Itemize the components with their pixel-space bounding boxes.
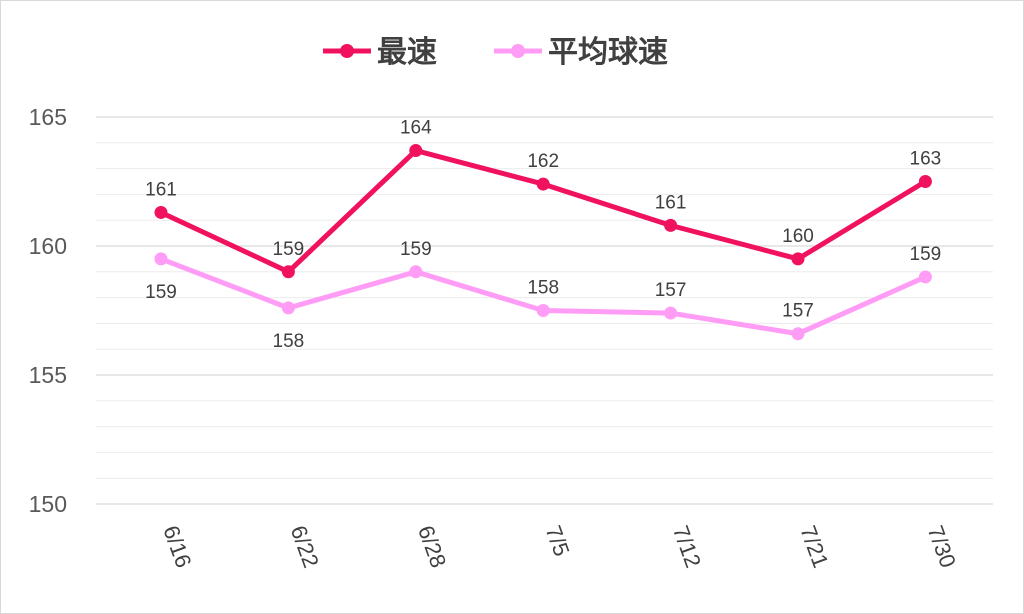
series-1-data-label: 157 [782,301,814,322]
series-0-point [536,177,550,191]
legend-marker-0 [340,44,354,58]
series-0-data-label: 161 [145,179,177,200]
x-tick-label: 6/16 [158,522,196,571]
legend-label-1: 平均球速 [548,35,668,70]
series-1-point [281,301,295,315]
series-1-data-label: 158 [527,278,559,299]
series-0-point [281,265,295,279]
y-axis: 150 155 160 165 [29,104,67,517]
data-labels: 159 158 159 158 157 157 159 161 159 164 162 161 160 1… [145,118,941,352]
series-1-point [664,306,678,320]
series-1-point [154,252,168,266]
series-0-data-label: 162 [527,151,559,172]
x-tick-label: 7/12 [668,522,706,571]
series-0-point [791,252,805,266]
series-1-data-label: 159 [910,244,942,265]
series-1-data-label: 158 [273,331,305,352]
x-axis: 6/16 6/22 6/28 7/5 7/12 7/21 7/30 [158,522,961,571]
x-tick-label: 7/5 [541,522,575,559]
series-0-point [409,144,423,158]
x-tick-label: 6/22 [286,522,324,571]
series-layer [154,144,932,341]
series-1-point [409,265,423,279]
series-1-point [791,327,805,341]
series-0-point [154,205,168,219]
series-1-data-label: 157 [655,280,687,301]
legend-marker-1 [511,44,525,58]
series-0-data-label: 163 [910,149,942,170]
x-tick-label: 6/28 [413,522,451,571]
series-0-data-label: 159 [273,239,305,260]
y-tick-label: 160 [29,233,67,259]
legend: 最速 平均球速 [323,35,668,70]
legend-label-0: 最速 [377,35,437,70]
series-1-point [918,270,932,284]
series-0-data-label: 161 [655,192,687,213]
y-tick-label: 165 [29,104,67,130]
series-0-data-label: 164 [400,118,432,139]
series-0-point [664,218,678,232]
series-0-data-label: 160 [782,226,814,247]
series-1-data-label: 159 [400,239,432,260]
x-tick-label: 7/30 [923,522,961,571]
gridlines [96,116,993,505]
y-tick-label: 150 [29,491,67,517]
series-1-data-label: 159 [145,282,177,303]
x-tick-label: 7/21 [795,522,833,571]
series-0-point [918,175,932,188]
y-tick-label: 155 [29,362,67,388]
series-1-point [536,304,550,317]
